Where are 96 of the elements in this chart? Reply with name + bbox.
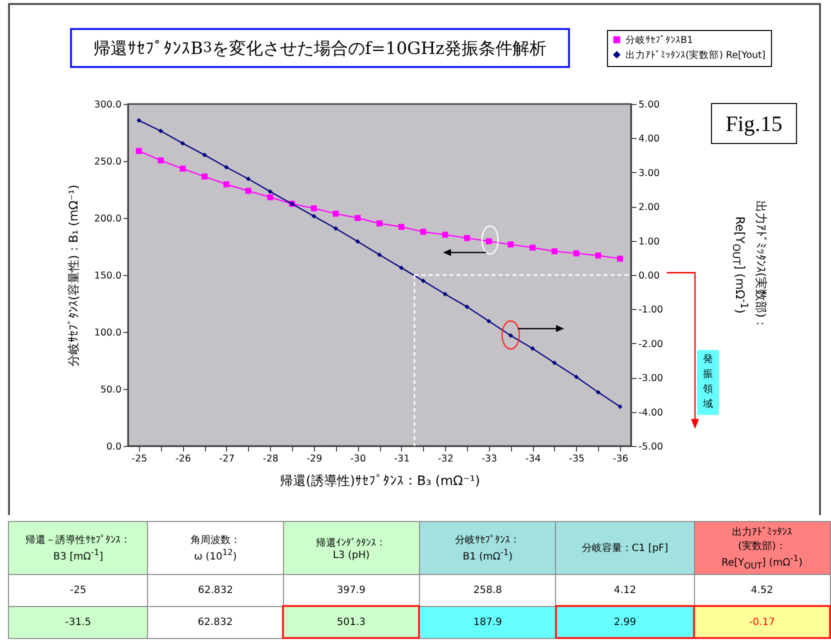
point xyxy=(420,278,426,284)
text: 出力ｱﾄﾞﾐｯﾀﾝｽ (実数部)： Re[Y$_{OUT}$] (mΩ$^{-1}$) xyxy=(694,522,830,574)
y-tick-label: 0.0 xyxy=(106,442,122,452)
x-tick-label: -32 xyxy=(438,454,454,464)
point xyxy=(508,241,514,248)
x-tick-label: -31 xyxy=(394,454,410,464)
y-tick-label: 150.0 xyxy=(94,270,122,282)
text: 501.3 xyxy=(283,606,420,638)
point xyxy=(202,152,207,158)
y2-tick-label: 0.00 xyxy=(638,270,660,282)
point xyxy=(464,235,470,242)
point xyxy=(245,188,252,194)
point xyxy=(136,148,142,154)
x-tick-label: -36 xyxy=(612,454,628,464)
point xyxy=(312,214,316,219)
point xyxy=(224,164,229,170)
point xyxy=(354,215,361,221)
point xyxy=(464,304,470,310)
point xyxy=(595,252,602,259)
point xyxy=(551,248,558,254)
point xyxy=(530,244,536,251)
x-tick-label: -33 xyxy=(482,454,498,464)
point xyxy=(202,174,208,180)
caption: Fig.15 xyxy=(711,103,797,144)
text: -25 xyxy=(8,574,148,606)
y-tick-label: 100.0 xyxy=(94,328,122,338)
text: 4.52 xyxy=(694,574,830,606)
y-tick-label: 300.0 xyxy=(94,100,122,110)
text: 帰還－誘導性ｻｾﾌﾟﾀﾝｽ： B3 [mΩ$^{-1}$] xyxy=(8,522,148,574)
point xyxy=(310,205,317,212)
point xyxy=(158,157,164,164)
legend-label: 出力ｱﾄﾞﾐｯﾀﾝｽ(実数部) Re[Yout] xyxy=(626,48,766,61)
point xyxy=(420,228,426,235)
point xyxy=(399,265,404,270)
text: -31.5 xyxy=(8,606,148,638)
text: -0.17 xyxy=(694,606,830,638)
point xyxy=(486,318,492,324)
point xyxy=(268,189,272,194)
text: 62.832 xyxy=(148,574,284,606)
point xyxy=(398,224,404,230)
point xyxy=(246,176,251,182)
y2-tick-label: 4.00 xyxy=(638,134,660,145)
y2-tick-label: 1.00 xyxy=(638,236,660,248)
point xyxy=(355,239,360,244)
x-tick-label: -25 xyxy=(132,454,148,464)
x-tick-label: -34 xyxy=(525,454,541,464)
legend-label: 分岐ｻｾﾌﾟﾀﾝｽB1 xyxy=(626,34,694,46)
y2-tick-label: 2.00 xyxy=(638,202,660,214)
point xyxy=(596,390,601,395)
text: 62.832 xyxy=(148,606,284,638)
y-tick-label: 200.0 xyxy=(94,214,122,224)
point xyxy=(136,118,142,123)
y2-tick-label: -5.00 xyxy=(638,442,664,452)
point xyxy=(332,210,339,217)
y2-tick-label: -1.00 xyxy=(638,304,664,316)
x-tick-label: -29 xyxy=(306,454,322,464)
text: 187.9 xyxy=(419,606,556,638)
text: 4.12 xyxy=(556,574,694,606)
point xyxy=(223,181,230,188)
point xyxy=(574,374,579,380)
point xyxy=(180,166,186,172)
point xyxy=(573,250,580,256)
point xyxy=(552,360,557,366)
x-tick-label: -35 xyxy=(569,454,585,464)
y2-tick-label: -2.00 xyxy=(638,338,664,350)
x-tick-label: -30 xyxy=(350,454,366,464)
x-axis-title: 帰還(誘導性)ｻｾﾌﾟﾀﾝｽ：B₃ (mΩ⁻¹) xyxy=(280,474,480,489)
y2-tick-label: 3.00 xyxy=(638,168,660,179)
point xyxy=(442,232,448,238)
point xyxy=(333,226,338,231)
point xyxy=(267,194,274,200)
point xyxy=(376,220,382,226)
text: 分岐ｻｾﾌﾟﾀﾝｽ： B1 (mΩ$^{-1}$) xyxy=(419,522,556,574)
y-tick-label: 250.0 xyxy=(94,156,122,168)
text: 角周波数： ω (10$^{12}$) xyxy=(148,522,284,574)
y2-tick-label: -4.00 xyxy=(638,407,664,418)
point xyxy=(530,346,535,351)
x-tick-label: -26 xyxy=(175,454,191,464)
text: 分岐容量：C1 [pF] xyxy=(556,522,694,574)
text: 258.8 xyxy=(419,574,556,606)
text: 2.99 xyxy=(556,606,694,638)
x-tick-label: -28 xyxy=(262,454,278,464)
y2-tick-label: 5.00 xyxy=(638,100,660,110)
point xyxy=(442,292,448,296)
point xyxy=(618,404,622,410)
text: 397.9 xyxy=(283,574,420,606)
y-tick-label: 50.0 xyxy=(100,384,122,396)
point xyxy=(617,256,624,262)
y2-tick-label: -3.00 xyxy=(638,373,664,384)
point xyxy=(180,140,186,146)
point xyxy=(377,252,382,258)
x-tick-label: -27 xyxy=(219,454,235,464)
point xyxy=(486,238,492,244)
point xyxy=(158,128,164,134)
y-axis-title: 分岐ｻｾﾌﾟﾀﾝｽ(容量性)：B₁ (mΩ⁻¹) xyxy=(66,184,80,366)
text: 帰還ｲﾝﾀﾞｸﾀﾝｽ： L3 (pH) xyxy=(283,522,420,574)
